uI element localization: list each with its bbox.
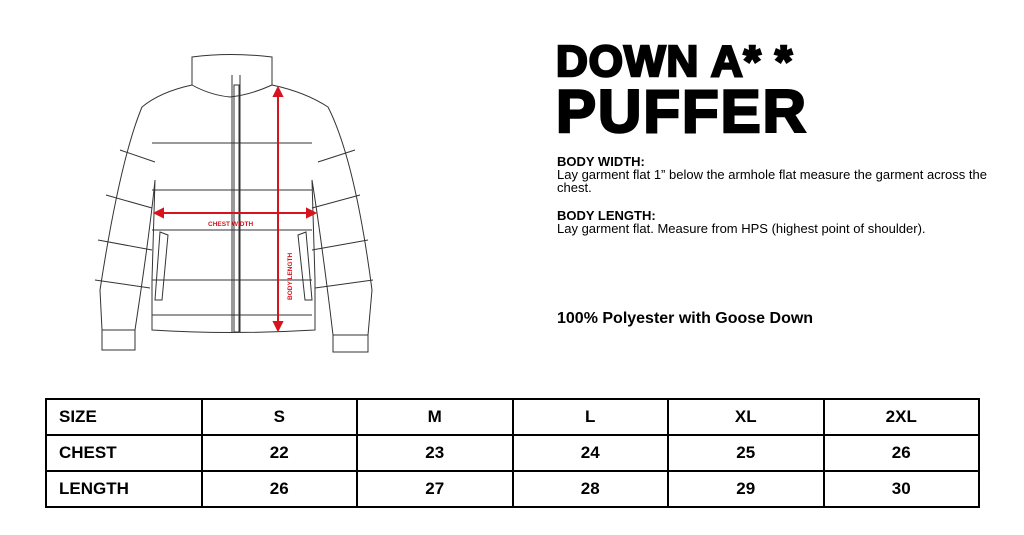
- size-table: SIZE S M L XL 2XL CHEST 22 23 24 25 26 L…: [45, 398, 980, 508]
- table-cell: LENGTH: [45, 470, 203, 508]
- body-length-label: BODY LENGTH: [287, 253, 294, 300]
- body-length-section: BODY LENGTH: Lay garment flat. Measure f…: [557, 209, 987, 235]
- chest-width-label: CHEST WIDTH: [208, 221, 253, 228]
- table-cell: 29: [667, 470, 825, 508]
- table-header-row: SIZE S M L XL 2XL: [45, 398, 980, 436]
- table-row: CHEST 22 23 24 25 26: [45, 434, 980, 472]
- table-cell: 28: [511, 470, 669, 508]
- table-header-cell: S: [200, 398, 358, 436]
- table-cell: 26: [822, 434, 980, 472]
- table-header-cell: M: [356, 398, 514, 436]
- table-cell: 25: [667, 434, 825, 472]
- jacket-diagram: CHEST WIDTH BODY LENGTH: [94, 54, 374, 353]
- body-width-section: BODY WIDTH: Lay garment flat 1” below th…: [557, 155, 987, 194]
- table-header-cell: SIZE: [45, 398, 203, 436]
- title-line-2: PUFFER: [555, 78, 808, 145]
- table-cell: 30: [822, 470, 980, 508]
- table-cell: 27: [356, 470, 514, 508]
- body-length-text: Lay garment flat. Measure from HPS (high…: [557, 221, 926, 236]
- table-header-cell: 2XL: [822, 398, 980, 436]
- table-row: LENGTH 26 27 28 29 30: [45, 470, 980, 508]
- material-text: 100% Polyester with Goose Down: [557, 310, 814, 327]
- table-cell: 22: [200, 434, 358, 472]
- table-header-cell: XL: [667, 398, 825, 436]
- title-line-1: DOWN A* *: [555, 37, 794, 86]
- body-width-heading: BODY WIDTH:: [557, 154, 645, 169]
- table-cell: CHEST: [45, 434, 203, 472]
- table-cell: 24: [511, 434, 669, 472]
- body-width-text: Lay garment flat 1” below the armhole fl…: [557, 167, 987, 195]
- body-length-heading: BODY LENGTH:: [557, 208, 656, 223]
- table-header-cell: L: [511, 398, 669, 436]
- table-cell: 23: [356, 434, 514, 472]
- table-cell: 26: [200, 470, 358, 508]
